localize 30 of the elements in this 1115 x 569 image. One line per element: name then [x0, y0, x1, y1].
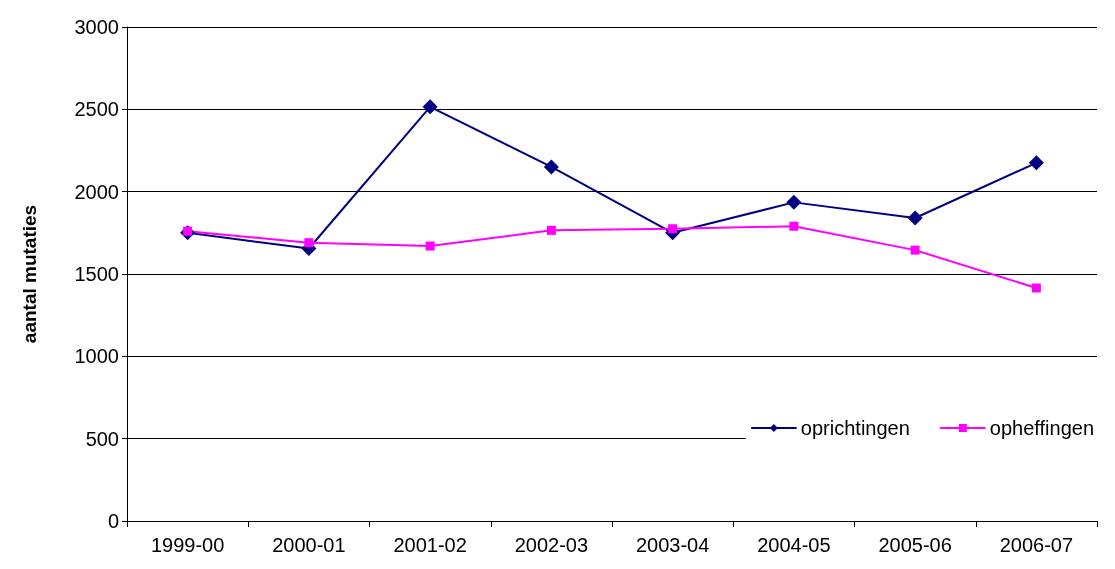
y-tick-label: 1000 [74, 345, 119, 368]
x-tick-label: 2003-04 [635, 534, 710, 556]
x-tick-label: 2004-05 [757, 534, 831, 556]
legend-label: opheffingen [989, 417, 1095, 439]
x-tick-label: 2006-07 [999, 534, 1074, 556]
point [422, 99, 438, 115]
y-tick-label: 1500 [74, 263, 119, 285]
point [1028, 155, 1044, 171]
x-tick-label: 2000-01 [272, 534, 346, 556]
point [304, 238, 314, 248]
x-tick-label: 2005-06 [878, 534, 952, 556]
point [910, 245, 920, 255]
point [543, 159, 559, 175]
legend-label: oprichtingen [800, 417, 910, 439]
point [786, 194, 802, 210]
y-tick-label: 0 [107, 510, 119, 532]
x-tick-label: 2001-02 [393, 534, 467, 556]
point [668, 224, 678, 234]
y-axis-title: aantal mutaties [19, 204, 40, 344]
y-tick-label: 2000 [74, 180, 119, 203]
point [789, 221, 799, 231]
x-tick-label: 2002-03 [514, 534, 589, 556]
point [907, 210, 923, 226]
y-tick-label: 500 [85, 427, 119, 450]
point [425, 241, 435, 251]
y-tick-label: 3000 [74, 16, 119, 38]
point [546, 225, 556, 235]
point [1031, 283, 1041, 293]
y-tick-label: 2500 [74, 98, 119, 121]
x-tick-label: 1999-00 [150, 534, 225, 556]
